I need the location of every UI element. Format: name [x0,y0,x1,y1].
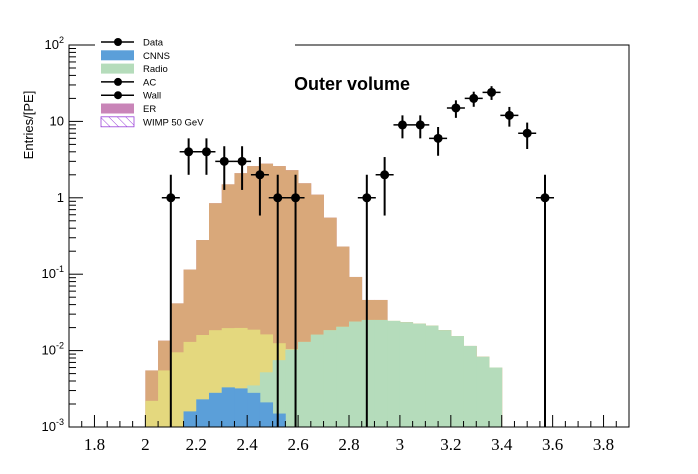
legend-swatch-wimp-50-gev [100,116,135,128]
legend-label-wall: Wall [143,91,161,102]
legend-dot-ac [114,77,122,86]
data-point [255,170,265,180]
legend-dot-data [114,38,122,46]
data-point [397,120,407,130]
radio-bar [336,326,350,427]
data-point [362,193,372,203]
cnns-bar [209,392,223,427]
data-point [184,147,194,157]
radio-bar [476,356,490,427]
x-tick-label: 2.8 [338,435,359,454]
radio-bar [310,334,324,427]
legend-label-er: ER [143,104,156,115]
chart-title: Outer volume [294,74,410,94]
data-point [504,110,514,120]
x-tick-label: 2 [141,435,150,454]
radio-bar [361,319,375,427]
radio-bar [463,345,477,427]
legend-swatch-cnns [101,50,134,61]
x-tick-label: 3.6 [542,435,563,454]
data-point [487,87,497,97]
ac-bar [158,370,172,427]
data-points [161,86,554,427]
data-point [237,156,247,166]
data-point [540,193,550,203]
x-axis: 1.8 2 2.2 2.4 2.6 2.8 3 3.2 3.4 3.6 3.8 [68,415,630,454]
y-tick-label: 10-1 [42,264,64,281]
legend-label-wimp-50-gev: WIMP 50 GeV [143,117,204,128]
legend-swatch-er [101,103,134,114]
data-point [166,193,176,203]
cnns-bar [234,388,248,427]
x-tick-label: 2.6 [287,435,308,454]
cnns-bar [272,413,286,427]
radio-bar [489,367,503,427]
cnns-bar [247,392,261,427]
y-tick-label: 10 [50,113,64,128]
x-tick-label: 3.2 [440,435,461,454]
legend: Data CNNS Radio AC Wall ER WIMP 50 GeV [95,37,295,132]
data-point [380,170,390,180]
x-tick-label: 3.8 [593,435,614,454]
y-tick-label: 102 [45,35,64,52]
data-point [415,120,425,130]
legend-dot-wall [114,91,122,100]
data-point [219,156,229,166]
radio-bar [298,341,312,427]
radio-bar [450,336,464,427]
histogram-stack [145,163,503,427]
legend-label-ac: AC [143,77,156,88]
radio-bar [323,330,337,427]
legend-swatch-radio [101,63,134,74]
radio-bar [272,360,286,427]
x-tick-label: 3 [396,435,405,454]
ac-bar [145,400,159,427]
legend-label-radio: Radio [143,64,168,75]
radio-bar [425,325,439,427]
cnns-bar [221,387,235,427]
radio-bar [399,322,414,427]
data-point [469,93,479,103]
cnns-bar [259,402,274,427]
data-point [433,133,443,143]
legend-label-data: Data [143,38,164,49]
y-tick-label: 10-2 [42,341,64,358]
radio-bar [349,321,363,427]
x-tick-label: 1.8 [84,435,105,454]
data-point [451,103,461,113]
y-axis-label: Entries/[PE] [21,91,36,160]
ac-bar [183,341,197,427]
legend-label-cnns: CNNS [143,51,170,62]
x-tick-label: 2.2 [186,435,207,454]
radio-bar [374,319,388,427]
x-tick-label: 2.4 [237,435,259,454]
y-axis: 10-3 10-2 10-1 1 10 102 [42,35,83,434]
data-point [273,193,283,203]
radio-bar [438,330,452,427]
data-point [522,128,532,138]
y-tick-label: 10-3 [42,417,64,434]
x-tick-label: 3.4 [491,435,513,454]
cnns-bar [196,399,210,427]
radio-bar [412,323,426,427]
data-point [201,147,211,157]
ac-bar [170,352,184,427]
radio-bar [387,320,401,427]
cnns-bar [183,411,197,427]
y-tick-label: 1 [57,190,64,205]
data-point [291,193,301,203]
